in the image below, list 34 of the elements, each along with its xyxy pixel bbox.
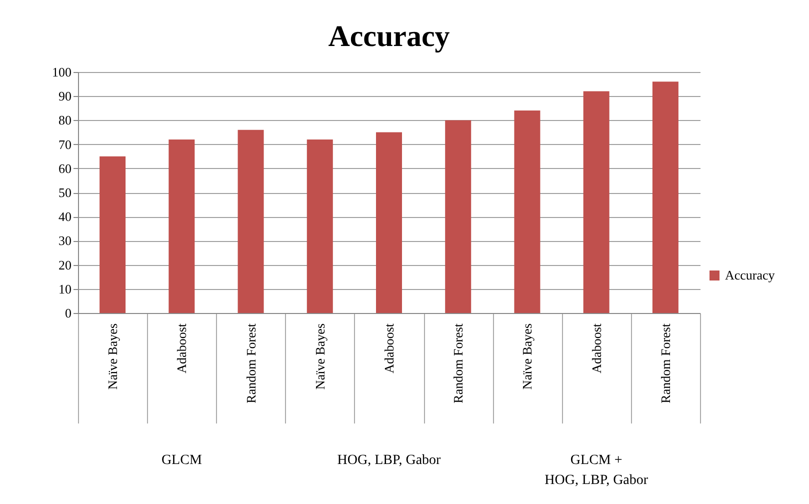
y-tick-label: 100 bbox=[52, 64, 72, 80]
bar bbox=[306, 139, 333, 313]
bar bbox=[652, 82, 678, 313]
bar bbox=[583, 91, 610, 313]
y-tick-label: 0 bbox=[65, 306, 72, 320]
bar bbox=[238, 130, 264, 313]
chart-title: Accuracy bbox=[328, 20, 450, 53]
y-tick-label: 40 bbox=[58, 209, 72, 224]
x-tick-label: Adaboost bbox=[382, 323, 396, 374]
y-tick-label: 90 bbox=[58, 88, 72, 104]
x-tick-label: Random Forest bbox=[243, 323, 258, 404]
y-tick-label: 50 bbox=[58, 185, 72, 200]
y-tick-label: 30 bbox=[58, 233, 72, 248]
bar bbox=[514, 110, 540, 313]
x-tick-label: Adaboost bbox=[174, 323, 190, 374]
y-tick-label: 80 bbox=[58, 112, 72, 128]
text: GLCM bbox=[161, 453, 202, 468]
bar bbox=[376, 132, 402, 313]
x-tick-label: Naïve Bayes bbox=[312, 324, 328, 390]
y-tick-label: 10 bbox=[58, 281, 72, 296]
bar bbox=[168, 139, 195, 313]
x-tick-label: Naïve Bayes bbox=[520, 324, 535, 390]
x-tick-label: Random Forest bbox=[450, 323, 466, 404]
legend-label: Accuracy bbox=[725, 268, 776, 282]
y-tick-label: 60 bbox=[58, 160, 72, 176]
x-tick-label: Adaboost bbox=[588, 323, 604, 374]
text: HOG, LBP, Gabor bbox=[337, 453, 442, 468]
x-tick-label: Naïve Bayes bbox=[105, 324, 120, 390]
x-tick-label: Random Forest bbox=[658, 323, 673, 404]
text: GLCM + HOG, LBP, Gabor bbox=[544, 453, 648, 488]
y-tick-label: 20 bbox=[58, 257, 72, 272]
y-tick-label: 70 bbox=[58, 136, 72, 152]
bar bbox=[445, 120, 472, 313]
bar bbox=[100, 156, 126, 313]
